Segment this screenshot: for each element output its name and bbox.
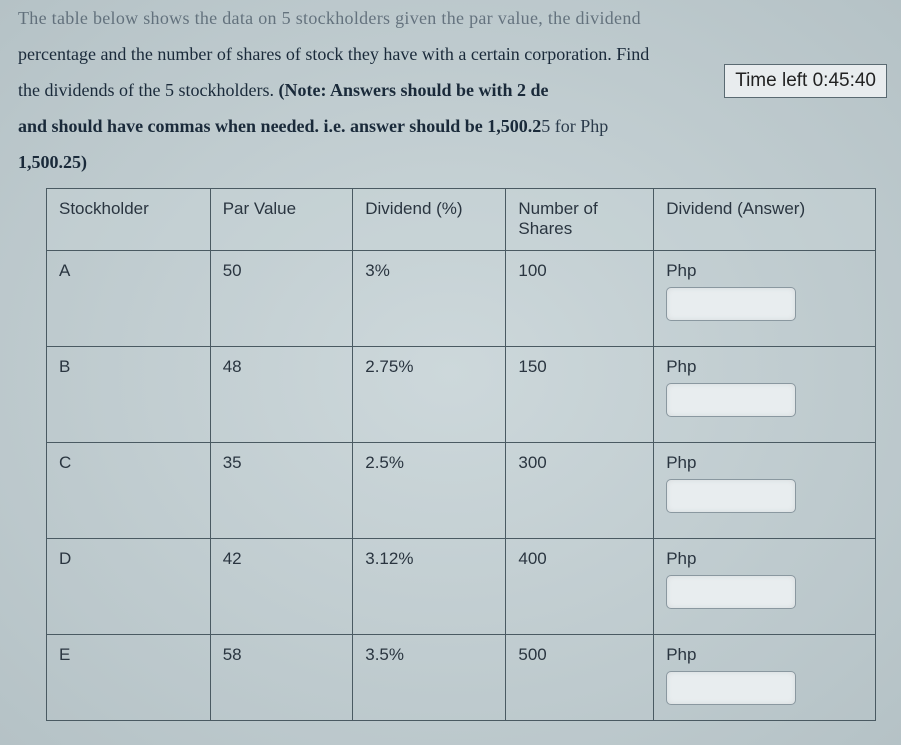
answer-input-b[interactable]: [666, 383, 796, 417]
answer-input-a[interactable]: [666, 287, 796, 321]
th-dividend-pct: Dividend (%): [353, 189, 506, 251]
cell-par: 42: [210, 539, 353, 635]
table-row: A 50 3% 100 Php: [47, 251, 876, 347]
cell-div: 3%: [353, 251, 506, 347]
cell-stockholder: C: [47, 443, 211, 539]
intro-line0: The table below shows the data on 5 stoc…: [18, 8, 641, 28]
intro-line3a: and should have commas when needed. i.e.…: [18, 116, 541, 136]
intro-line4: 1,500.25): [18, 152, 87, 172]
th-number-shares: Number of Shares: [506, 189, 654, 251]
currency-label: Php: [666, 261, 863, 281]
cell-shares: 150: [506, 347, 654, 443]
timer-label: Time left 0:45:40: [735, 70, 876, 91]
cell-answer: Php: [654, 251, 876, 347]
cell-stockholder: A: [47, 251, 211, 347]
th-shares-l2: Shares: [518, 219, 572, 238]
intro-line1: percentage and the number of shares of s…: [18, 44, 649, 64]
answer-input-d[interactable]: [666, 575, 796, 609]
th-shares-l1: Number of: [518, 199, 597, 218]
table-header-row: Stockholder Par Value Dividend (%) Numbe…: [47, 189, 876, 251]
cell-div: 3.12%: [353, 539, 506, 635]
intro-line3b: 5 for Php: [541, 116, 608, 136]
stockholder-table: Stockholder Par Value Dividend (%) Numbe…: [46, 188, 876, 721]
cell-par: 48: [210, 347, 353, 443]
th-stockholder: Stockholder: [47, 189, 211, 251]
cell-answer: Php: [654, 443, 876, 539]
table-row: C 35 2.5% 300 Php: [47, 443, 876, 539]
answer-input-c[interactable]: [666, 479, 796, 513]
cell-stockholder: E: [47, 635, 211, 721]
cell-shares: 400: [506, 539, 654, 635]
intro-line2a: the dividends of the 5 stockholders.: [18, 80, 278, 100]
cell-par: 50: [210, 251, 353, 347]
table-row: D 42 3.12% 400 Php: [47, 539, 876, 635]
cell-stockholder: D: [47, 539, 211, 635]
th-dividend-answer: Dividend (Answer): [654, 189, 876, 251]
table-row: E 58 3.5% 500 Php: [47, 635, 876, 721]
table-row: B 48 2.75% 150 Php: [47, 347, 876, 443]
cell-div: 2.75%: [353, 347, 506, 443]
cell-shares: 300: [506, 443, 654, 539]
intro-line2b: (Note: Answers should be with 2 de: [278, 80, 548, 100]
cell-par: 58: [210, 635, 353, 721]
cell-div: 2.5%: [353, 443, 506, 539]
cell-answer: Php: [654, 539, 876, 635]
th-par-value: Par Value: [210, 189, 353, 251]
currency-label: Php: [666, 453, 863, 473]
cell-shares: 100: [506, 251, 654, 347]
cell-answer: Php: [654, 635, 876, 721]
cell-div: 3.5%: [353, 635, 506, 721]
currency-label: Php: [666, 549, 863, 569]
cell-shares: 500: [506, 635, 654, 721]
currency-label: Php: [666, 645, 863, 665]
answer-input-e[interactable]: [666, 671, 796, 705]
cell-stockholder: B: [47, 347, 211, 443]
cell-par: 35: [210, 443, 353, 539]
page: The table below shows the data on 5 stoc…: [0, 0, 901, 745]
cell-answer: Php: [654, 347, 876, 443]
timer-box: Time left 0:45:40: [724, 64, 887, 98]
currency-label: Php: [666, 357, 863, 377]
